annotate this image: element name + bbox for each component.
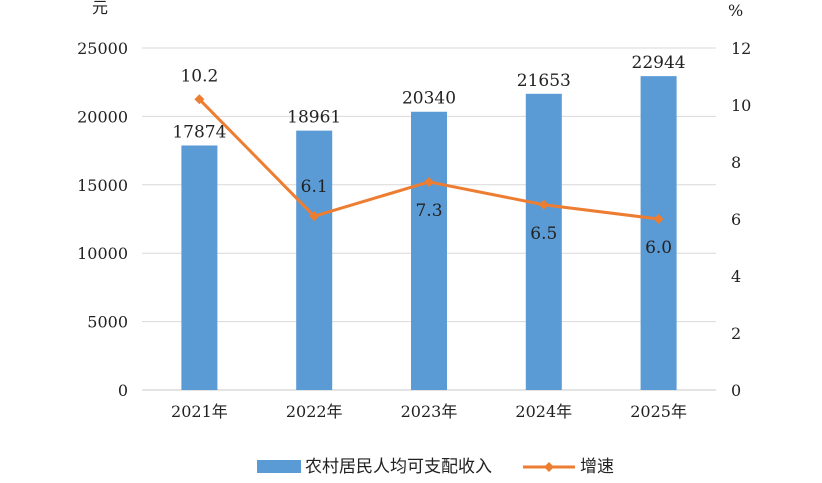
bar [525,93,562,390]
legend-line-label: 增速 [580,457,614,477]
x-axis-tick-label: 2025年 [630,402,687,421]
bar-value-label: 20340 [402,89,456,109]
growth-point [538,199,549,210]
bar-value-label: 17874 [172,122,226,142]
growth-value-label: 6.1 [301,177,328,197]
right-axis-tick-label: 4 [731,267,741,286]
right-axis-tick-label: 8 [731,153,741,172]
legend: 农村居民人均可支配收入 增速 [257,457,614,477]
left-axis: 0 5000 10000 15000 20000 25000 [77,39,128,400]
right-axis-tick-label: 10 [731,96,751,115]
line-series [194,94,664,224]
bar [411,111,447,390]
bar-value-label: 21653 [517,71,571,91]
bar-value-label: 18961 [287,108,341,128]
left-axis-tick-label: 20000 [77,107,128,126]
bar [640,76,677,390]
growth-point [424,176,434,187]
left-axis-tick-label: 15000 [77,176,128,195]
right-axis-tick-label: 2 [731,324,741,343]
growth-point [309,211,320,222]
right-axis-tick-label: 12 [731,39,751,58]
growth-value-label: 7.3 [415,201,442,221]
growth-point [194,94,205,105]
right-axis-unit: % [728,1,743,20]
x-axis-tick-label: 2022年 [286,402,343,421]
left-axis-tick-label: 10000 [77,244,128,263]
bar-labels: 17874 18961 20340 21653 22944 [172,53,685,142]
growth-point [653,214,664,224]
x-axis-tick-label: 2021年 [171,402,228,421]
left-axis-unit: 元 [92,0,108,17]
right-axis-tick-label: 6 [731,210,741,229]
growth-value-label: 10.2 [180,66,218,86]
x-axis-tick-label: 2024年 [515,402,572,421]
legend-bar-swatch [257,460,301,473]
line-labels: 10.2 6.1 7.3 6.5 6.0 [180,66,672,258]
bar [181,145,218,390]
left-axis-tick-label: 25000 [77,39,128,58]
bar-value-label: 22944 [632,53,686,73]
growth-value-label: 6.5 [530,224,557,244]
growth-value-label: 6.0 [645,238,672,258]
right-axis-tick-label: 0 [731,381,741,400]
legend-bar-label: 农村居民人均可支配收入 [305,457,492,477]
x-axis: 2021年 2022年 2023年 2024年 2025年 [171,402,687,421]
left-axis-tick-label: 0 [118,381,128,400]
right-axis: 0 2 4 6 8 10 12 [731,39,751,400]
left-axis-tick-label: 5000 [87,313,128,332]
bar [296,130,333,390]
x-axis-tick-label: 2023年 [401,402,458,421]
legend-line-marker [544,462,554,472]
bars [181,76,677,390]
